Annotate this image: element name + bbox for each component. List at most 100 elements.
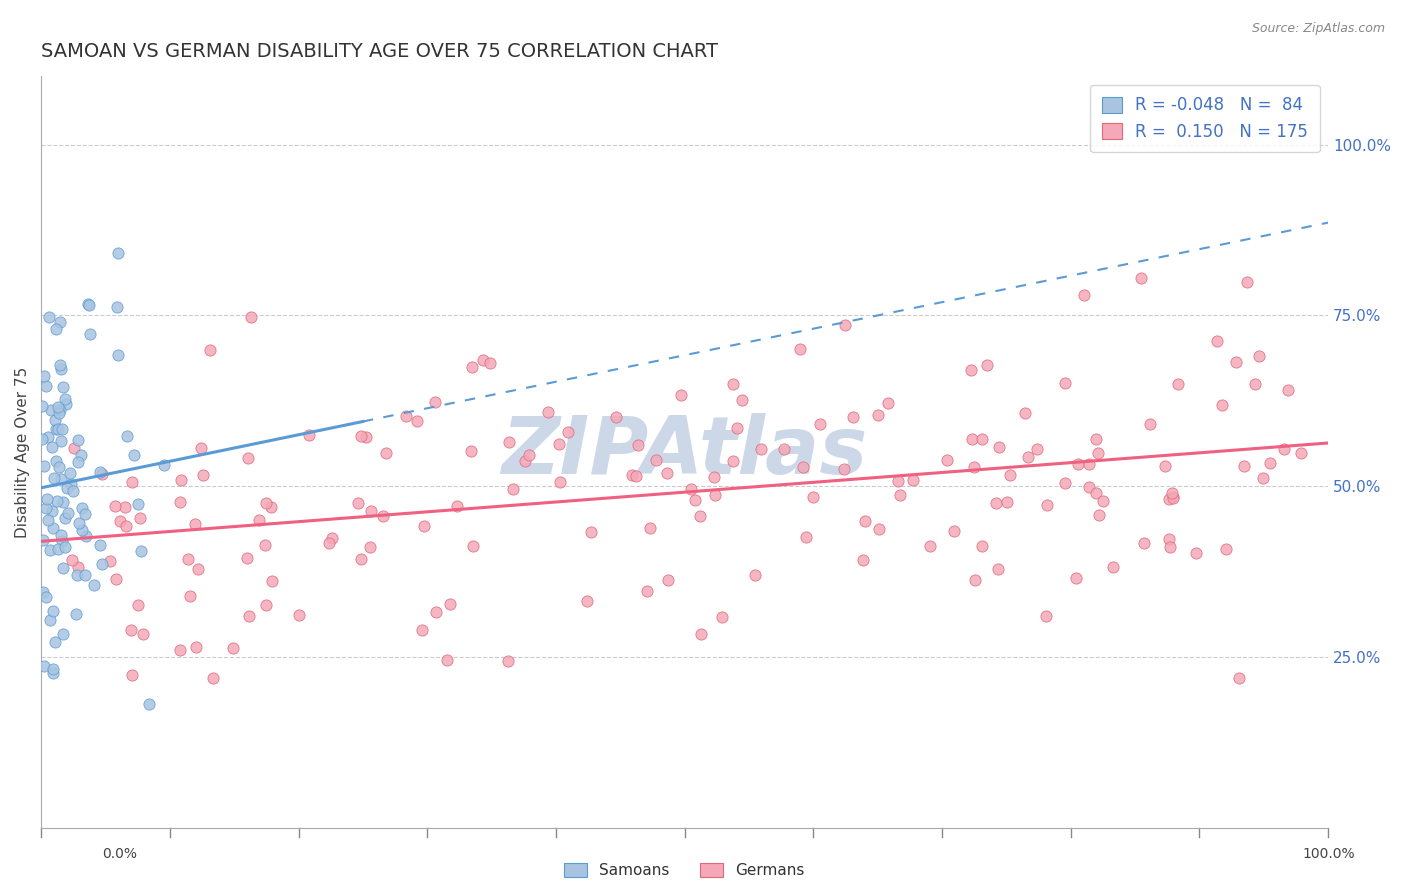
Point [360, 503, 382, 517]
Point [190, 441, 212, 455]
Point [423, 395, 446, 409]
Point [90, 557, 112, 571]
Point [621, 468, 644, 483]
Point [479, 356, 502, 370]
Point [1258, 456, 1281, 470]
Point [1167, 377, 1189, 392]
Point [51, 534, 73, 549]
Point [58, 506, 80, 520]
Point [260, 500, 283, 515]
Point [240, 310, 263, 324]
Point [186, 640, 208, 654]
Point [129, 544, 152, 558]
Point [832, 461, 855, 475]
Point [960, 432, 983, 446]
Point [472, 352, 495, 367]
Point [970, 539, 993, 553]
Point [723, 377, 745, 392]
Point [170, 473, 193, 487]
Point [1236, 275, 1258, 289]
Point [79, 327, 101, 342]
Point [187, 562, 209, 576]
Point [347, 496, 370, 510]
Point [801, 490, 824, 504]
Point [32, 658, 55, 673]
Point [53, 392, 76, 406]
Point [55, 397, 77, 411]
Point [935, 453, 957, 467]
Point [127, 598, 149, 612]
Point [517, 448, 540, 462]
Point [373, 509, 395, 524]
Point [49, 528, 72, 542]
Point [37, 430, 59, 444]
Point [354, 430, 377, 444]
Point [1227, 671, 1250, 685]
Point [976, 358, 998, 372]
Point [987, 562, 1010, 576]
Point [1017, 450, 1039, 464]
Point [461, 360, 484, 375]
Point [1161, 491, 1184, 506]
Point [38, 310, 60, 324]
Point [406, 414, 429, 428]
Point [725, 420, 748, 434]
Point [425, 605, 447, 619]
Point [1035, 498, 1057, 512]
Point [38, 613, 60, 627]
Point [176, 552, 198, 566]
Y-axis label: Disability Age Over 75: Disability Age Over 75 [15, 367, 30, 538]
Point [44, 413, 66, 427]
Point [1159, 540, 1181, 554]
Point [842, 409, 865, 424]
Point [90, 467, 112, 481]
Point [557, 425, 579, 439]
Point [51, 561, 73, 575]
Point [1133, 535, 1156, 549]
Point [853, 514, 876, 528]
Point [138, 698, 160, 712]
Point [32, 459, 55, 474]
Legend: R = -0.048   N =  84, R =  0.150   N = 175: R = -0.048 N = 84, R = 0.150 N = 175 [1090, 85, 1320, 153]
Point [254, 598, 277, 612]
Point [710, 610, 733, 624]
Point [41, 504, 63, 518]
Point [39, 402, 62, 417]
Point [548, 437, 571, 451]
Point [115, 428, 138, 442]
Point [41, 441, 63, 455]
Point [463, 539, 485, 553]
Point [236, 551, 259, 566]
Point [1053, 475, 1076, 490]
Point [1092, 493, 1115, 508]
Point [581, 524, 603, 539]
Point [298, 428, 321, 442]
Point [749, 442, 772, 457]
Point [59, 467, 82, 481]
Point [350, 551, 373, 566]
Point [238, 451, 260, 466]
Point [222, 641, 245, 656]
Point [1073, 287, 1095, 301]
Point [48, 459, 70, 474]
Point [202, 671, 225, 685]
Point [52, 380, 75, 394]
Point [89, 538, 111, 552]
Point [1185, 546, 1208, 560]
Point [129, 511, 152, 525]
Point [31, 432, 53, 446]
Point [55, 481, 77, 495]
Point [963, 573, 986, 587]
Point [238, 609, 260, 624]
Point [46, 541, 69, 556]
Point [45, 493, 67, 508]
Point [115, 519, 138, 533]
Point [53, 511, 76, 525]
Point [35, 379, 58, 393]
Point [942, 524, 965, 538]
Point [52, 495, 75, 509]
Point [41, 662, 63, 676]
Point [124, 449, 146, 463]
Point [576, 594, 599, 608]
Point [48, 400, 70, 414]
